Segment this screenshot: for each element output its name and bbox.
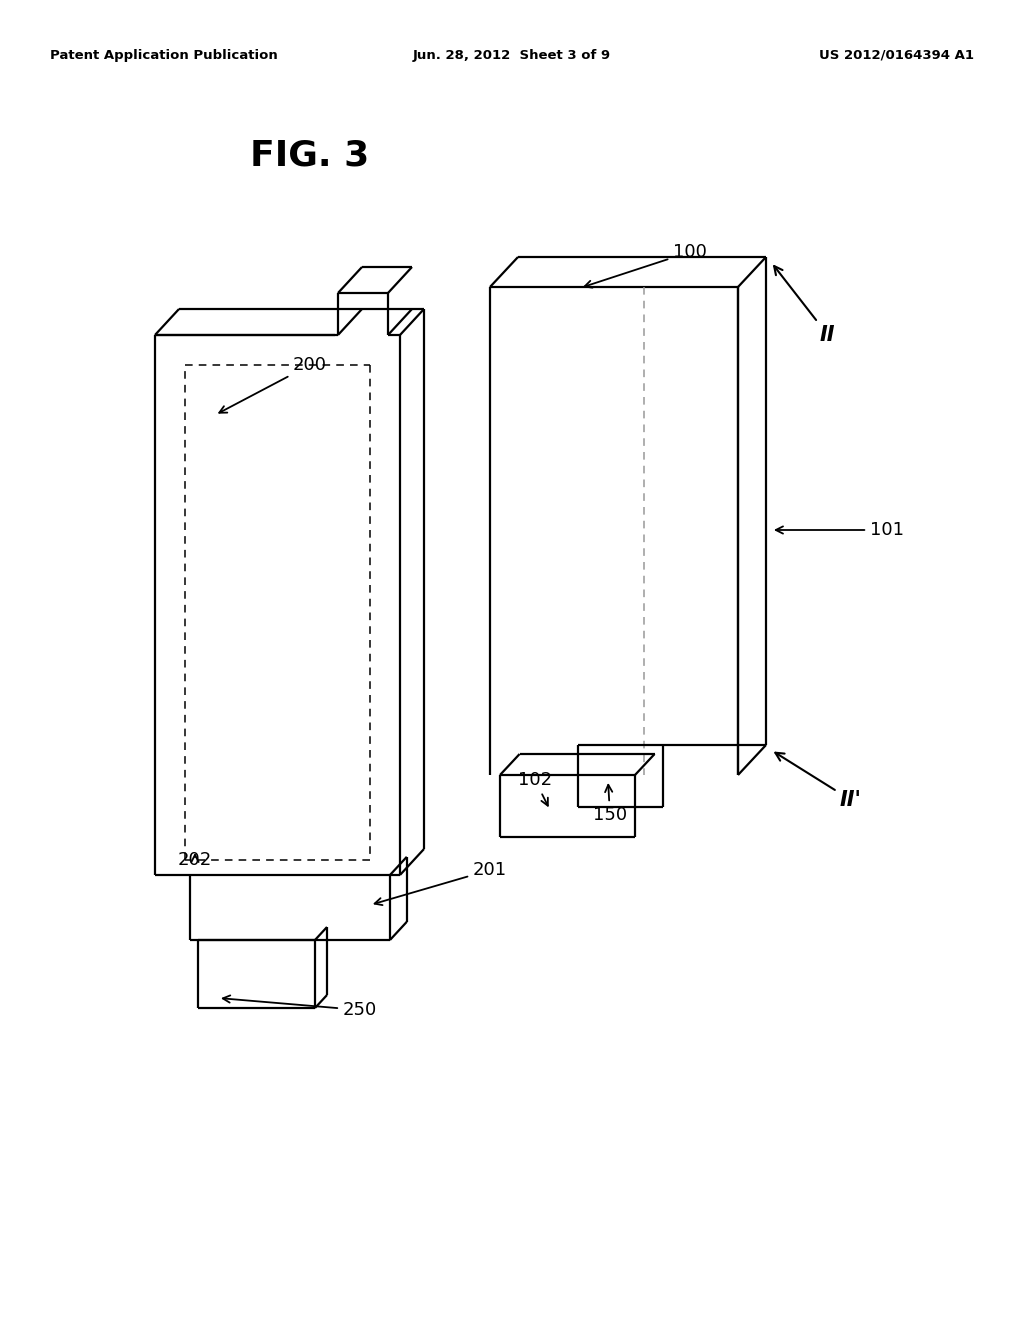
Text: 201: 201: [375, 861, 507, 906]
Text: 100: 100: [585, 243, 707, 288]
Text: 200: 200: [219, 356, 327, 413]
Text: FIG. 3: FIG. 3: [251, 139, 370, 172]
Text: II': II': [775, 752, 862, 810]
Text: 102: 102: [518, 771, 552, 805]
Text: 202: 202: [178, 851, 212, 869]
Text: 150: 150: [593, 785, 627, 824]
Text: 250: 250: [223, 995, 377, 1019]
Text: US 2012/0164394 A1: US 2012/0164394 A1: [819, 49, 974, 62]
Text: Patent Application Publication: Patent Application Publication: [50, 49, 278, 62]
Text: 101: 101: [776, 521, 904, 539]
Text: Jun. 28, 2012  Sheet 3 of 9: Jun. 28, 2012 Sheet 3 of 9: [413, 49, 611, 62]
Text: II: II: [774, 267, 836, 345]
